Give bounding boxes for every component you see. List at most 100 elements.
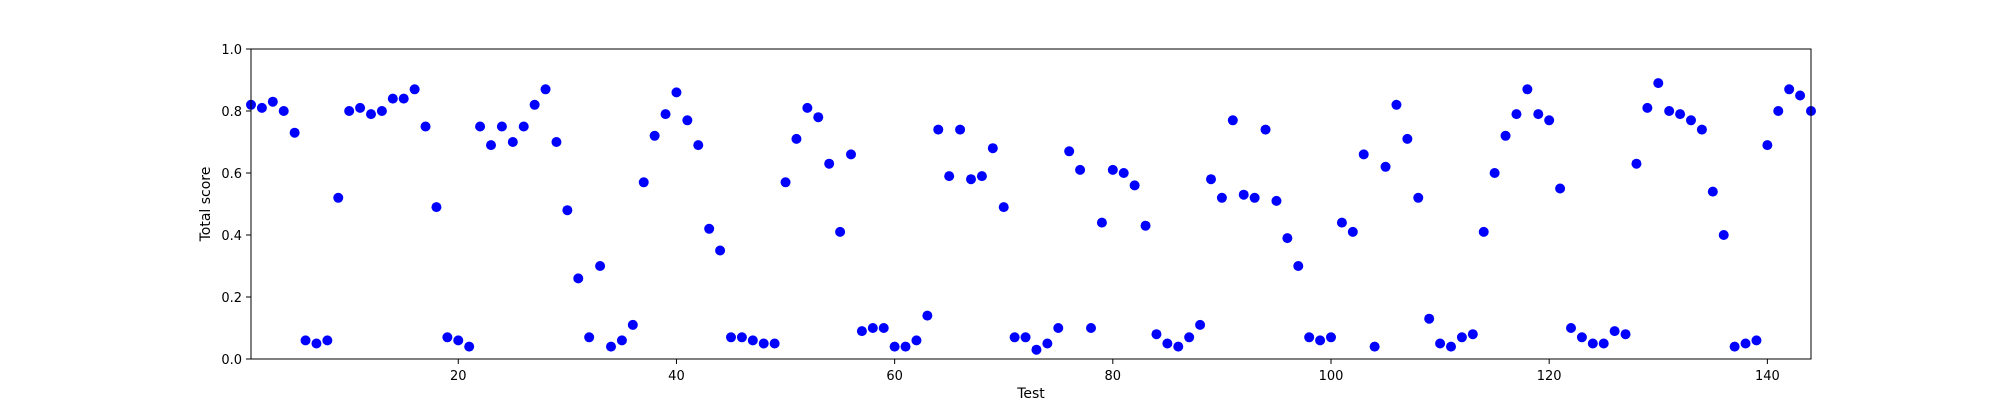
- data-point: [1435, 338, 1446, 349]
- data-point: [1533, 109, 1544, 120]
- data-point: [278, 106, 289, 116]
- data-point: [1326, 332, 1336, 343]
- data-point: [475, 121, 486, 132]
- data-point: [1566, 323, 1576, 333]
- data-point: [1740, 338, 1751, 349]
- data-point: [726, 332, 736, 343]
- data-point: [311, 338, 322, 349]
- data-point: [1260, 124, 1271, 135]
- data-point: [1500, 130, 1511, 141]
- data-point: [1086, 323, 1096, 333]
- data-point: [1642, 102, 1653, 113]
- data-point: [1413, 192, 1424, 203]
- data-point: [1118, 168, 1129, 178]
- data-point: [1729, 341, 1740, 352]
- data-point: [1511, 109, 1522, 120]
- data-point: [355, 102, 366, 113]
- data-point: [1555, 183, 1566, 194]
- data-point: [1009, 332, 1020, 343]
- y-tick-label: 0.2: [221, 291, 242, 306]
- data-point: [627, 319, 638, 330]
- data-point: [1020, 332, 1031, 343]
- data-point: [1271, 195, 1282, 206]
- data-point: [1282, 233, 1293, 244]
- data-point: [1467, 329, 1478, 340]
- data-point: [1424, 313, 1435, 324]
- data-point: [431, 202, 442, 213]
- data-point: [1053, 323, 1064, 333]
- data-point: [1664, 106, 1675, 116]
- data-point: [922, 310, 933, 321]
- x-tick-label: 80: [1105, 369, 1122, 384]
- data-point: [1216, 192, 1227, 203]
- data-point: [1773, 106, 1784, 116]
- data-point: [1031, 344, 1042, 355]
- y-tick-label: 1.0: [221, 43, 242, 58]
- data-point: [1402, 133, 1413, 144]
- data-point: [256, 102, 267, 113]
- data-point: [867, 323, 878, 333]
- data-point: [464, 341, 475, 352]
- data-point: [376, 106, 387, 116]
- data-point: [1358, 149, 1369, 160]
- data-point: [267, 96, 278, 107]
- data-point: [933, 124, 944, 135]
- data-point: [780, 177, 791, 188]
- data-point: [1751, 335, 1762, 346]
- data-point: [1522, 84, 1533, 95]
- data-point: [900, 341, 911, 352]
- data-point: [584, 332, 595, 343]
- x-axis-ticks: 20 40 60 80 100 120 140: [450, 359, 1780, 384]
- x-tick-label: 120: [1537, 369, 1562, 384]
- plot-frame: [250, 48, 1812, 360]
- data-point: [1478, 226, 1489, 237]
- x-tick-label: 100: [1319, 369, 1344, 384]
- data-point: [769, 338, 780, 349]
- data-point: [595, 261, 606, 271]
- data-point: [1707, 186, 1718, 197]
- data-point: [1795, 90, 1806, 101]
- data-point: [1206, 174, 1216, 185]
- data-point: [1042, 338, 1053, 349]
- data-point: [671, 87, 682, 98]
- data-point: [1227, 115, 1238, 126]
- data-point: [1380, 161, 1391, 172]
- data-point: [966, 174, 976, 185]
- data-point: [715, 245, 726, 256]
- data-point: [344, 106, 355, 116]
- data-point: [638, 177, 649, 188]
- data-point: [1609, 326, 1620, 337]
- data-point: [846, 149, 856, 160]
- data-point: [649, 130, 660, 141]
- data-point: [573, 273, 584, 284]
- data-point: [1096, 217, 1107, 228]
- data-point: [747, 335, 758, 346]
- data-point: [453, 335, 464, 346]
- data-point: [1075, 164, 1086, 175]
- data-point: [540, 84, 551, 95]
- data-point: [529, 99, 540, 110]
- data-point: [333, 192, 344, 203]
- data-point: [998, 202, 1009, 213]
- data-point: [1653, 78, 1664, 89]
- data-point: [693, 140, 704, 151]
- data-point: [300, 335, 311, 346]
- y-tick-label: 0.4: [221, 229, 242, 244]
- data-point: [889, 341, 900, 352]
- data-point: [1675, 109, 1686, 120]
- data-point: [987, 143, 998, 154]
- data-point: [835, 226, 846, 237]
- data-point: [736, 332, 747, 343]
- data-point: [420, 121, 431, 132]
- data-point: [409, 84, 420, 95]
- data-point: [1162, 338, 1173, 349]
- data-point: [442, 332, 453, 343]
- y-tick-label: 0.8: [221, 105, 242, 120]
- data-point: [1576, 332, 1587, 343]
- data-point: [387, 93, 398, 104]
- data-point: [551, 137, 562, 147]
- y-axis-label: Total score: [198, 167, 214, 243]
- data-point: [1347, 226, 1358, 237]
- data-point: [606, 341, 616, 352]
